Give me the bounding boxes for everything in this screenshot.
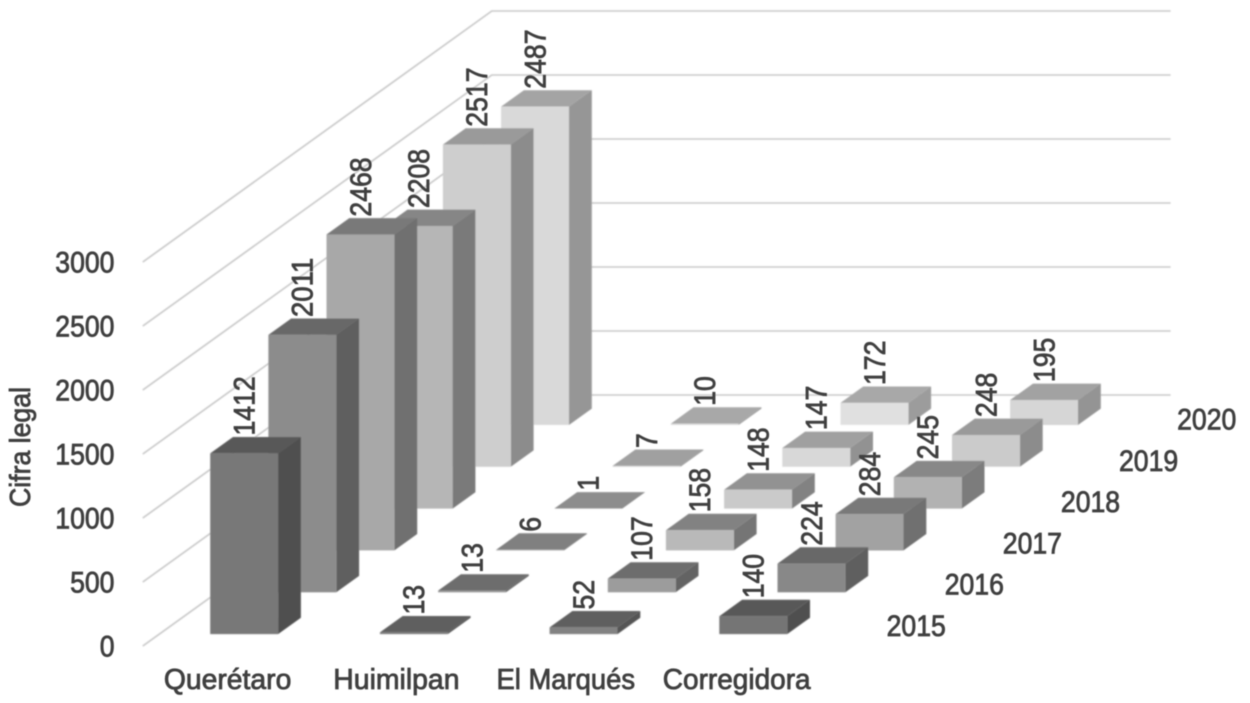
svg-text:2015: 2015 bbox=[887, 610, 946, 643]
svg-text:140: 140 bbox=[738, 554, 771, 598]
svg-text:1412: 1412 bbox=[229, 376, 262, 435]
svg-text:248: 248 bbox=[970, 373, 1003, 417]
svg-text:2517: 2517 bbox=[461, 68, 494, 127]
svg-text:Cifra legal: Cifra legal bbox=[5, 387, 37, 507]
svg-text:2019: 2019 bbox=[1119, 445, 1178, 478]
svg-text:148: 148 bbox=[742, 427, 775, 471]
svg-text:2017: 2017 bbox=[1003, 527, 1062, 560]
svg-text:2020: 2020 bbox=[1177, 404, 1236, 437]
svg-text:2487: 2487 bbox=[519, 29, 552, 88]
svg-text:El Marqués: El Marqués bbox=[497, 664, 636, 696]
svg-text:158: 158 bbox=[684, 468, 717, 512]
svg-text:6: 6 bbox=[515, 517, 548, 532]
svg-text:195: 195 bbox=[1029, 338, 1062, 382]
svg-text:10: 10 bbox=[689, 376, 722, 406]
svg-text:107: 107 bbox=[626, 516, 659, 560]
svg-text:3000: 3000 bbox=[55, 247, 114, 280]
svg-text:2016: 2016 bbox=[945, 569, 1004, 602]
svg-text:2468: 2468 bbox=[345, 157, 378, 216]
svg-text:13: 13 bbox=[456, 543, 489, 573]
svg-text:52: 52 bbox=[568, 580, 601, 610]
svg-text:147: 147 bbox=[801, 386, 834, 430]
svg-text:2018: 2018 bbox=[1061, 486, 1120, 519]
svg-text:2500: 2500 bbox=[55, 311, 114, 344]
svg-text:245: 245 bbox=[912, 415, 945, 459]
svg-text:7: 7 bbox=[631, 433, 664, 448]
svg-text:284: 284 bbox=[854, 452, 887, 496]
svg-text:Corregidora: Corregidora bbox=[663, 664, 811, 696]
svg-text:1: 1 bbox=[573, 476, 606, 491]
svg-text:224: 224 bbox=[796, 501, 829, 545]
svg-text:Querétaro: Querétaro bbox=[164, 664, 292, 696]
svg-text:2208: 2208 bbox=[403, 149, 436, 208]
svg-text:500: 500 bbox=[70, 567, 114, 600]
svg-text:0: 0 bbox=[100, 631, 115, 664]
svg-text:13: 13 bbox=[398, 585, 431, 615]
svg-text:Huimilpan: Huimilpan bbox=[333, 664, 459, 696]
svg-text:1000: 1000 bbox=[55, 503, 114, 536]
svg-text:172: 172 bbox=[859, 341, 892, 385]
svg-text:1500: 1500 bbox=[55, 439, 114, 472]
svg-text:2011: 2011 bbox=[287, 258, 320, 317]
svg-text:2000: 2000 bbox=[55, 375, 114, 408]
